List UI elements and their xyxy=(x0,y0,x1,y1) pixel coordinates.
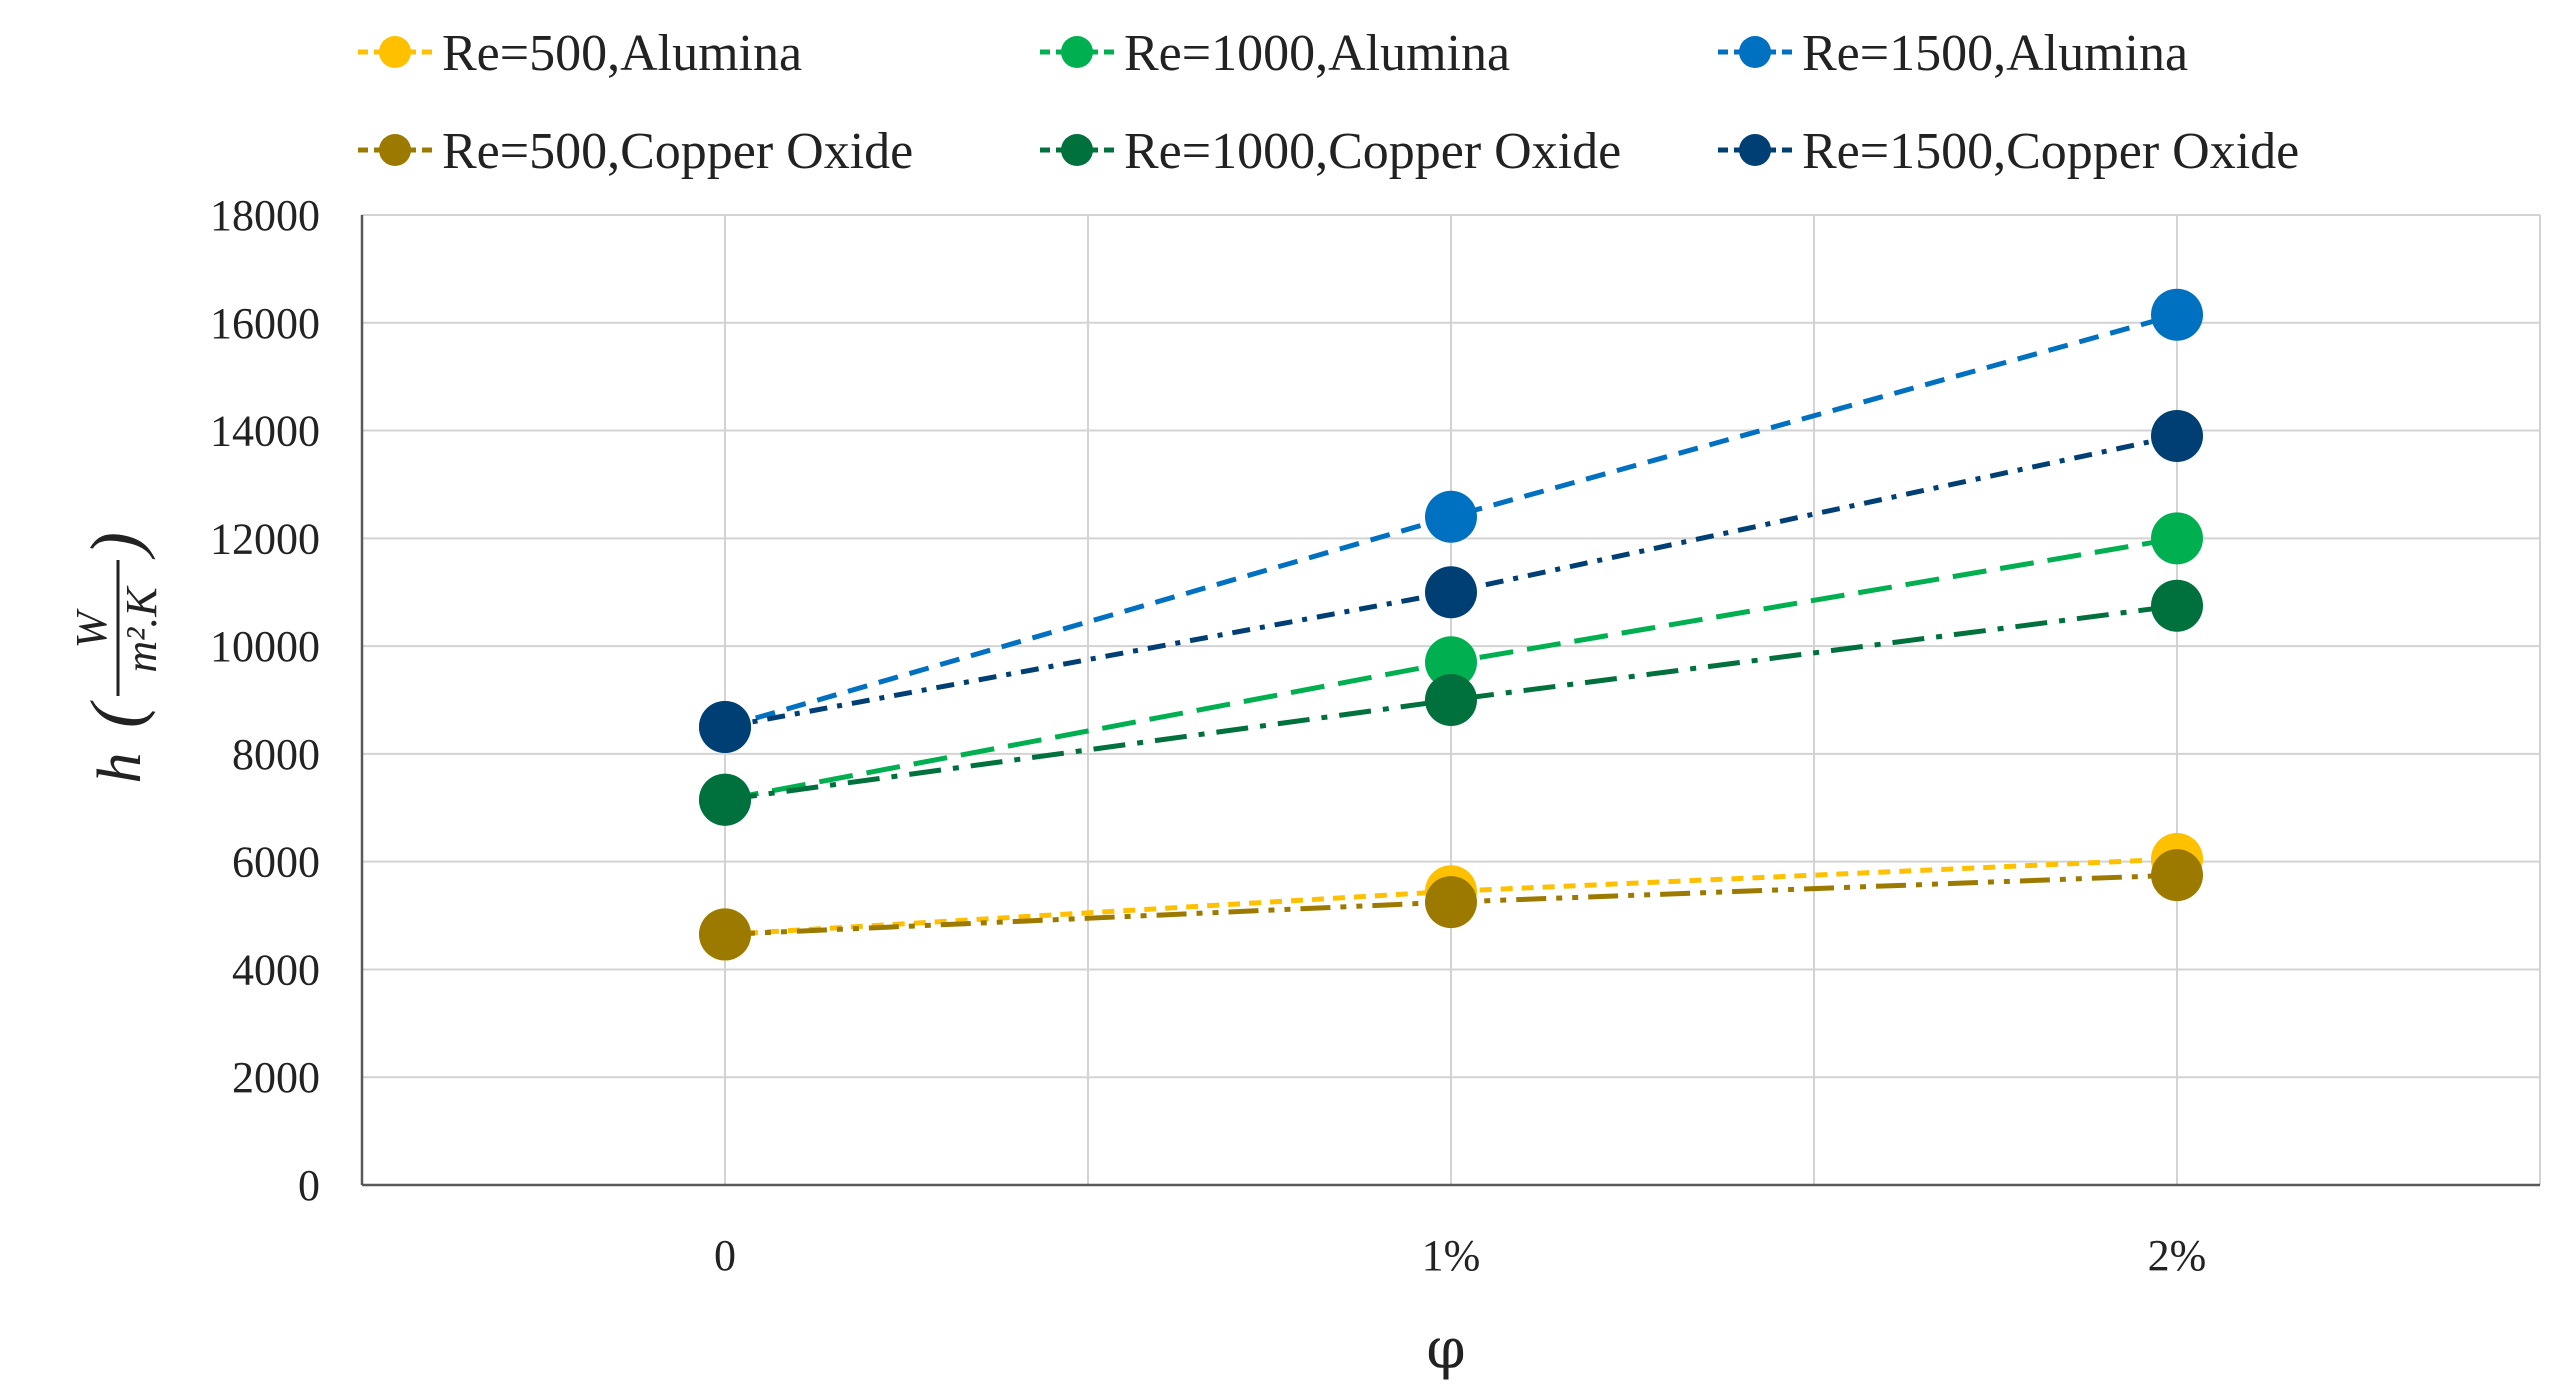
data-point xyxy=(699,773,751,826)
data-point xyxy=(2151,849,2203,902)
y-tick-label: 10000 xyxy=(210,622,320,671)
legend-marker xyxy=(379,36,411,68)
y-axis-label-open-paren: ( xyxy=(76,700,156,728)
x-tick-label: 1% xyxy=(1422,1231,1481,1280)
legend-marker xyxy=(1061,36,1093,68)
x-axis-label: φ xyxy=(1426,1317,1465,1382)
y-tick-label: 16000 xyxy=(210,299,320,348)
data-point xyxy=(2151,512,2203,565)
data-point xyxy=(1425,674,1477,726)
y-axis-label-denominator: m².K xyxy=(117,585,166,673)
legend: Re=500,Alumina Re=1000,Alumina Re=1500,Alu… xyxy=(358,25,2299,180)
y-tick-label: 18000 xyxy=(210,191,320,240)
y-axis-label-prefix: h xyxy=(86,753,154,784)
legend-label: Re=1000,Alumina xyxy=(1124,25,1510,82)
legend-marker xyxy=(379,134,411,166)
data-point xyxy=(1425,876,1477,929)
y-tick-label: 4000 xyxy=(232,945,320,994)
legend-label: Re=1500,Alumina xyxy=(1802,25,2188,82)
y-tick-label: 12000 xyxy=(210,514,320,563)
y-tick-label: 6000 xyxy=(232,838,320,887)
data-point xyxy=(2151,409,2203,462)
data-point xyxy=(1425,566,1477,619)
legend-marker xyxy=(1739,36,1771,68)
legend-marker xyxy=(1061,134,1093,166)
legend-label: Re=1500,Copper Oxide xyxy=(1802,123,2299,180)
x-tick-label: 2% xyxy=(2148,1231,2207,1280)
y-axis-label: h ( W m².K ) xyxy=(67,532,166,783)
legend-marker xyxy=(1739,134,1771,166)
data-point xyxy=(2151,579,2203,632)
x-tick-label: 0 xyxy=(714,1231,736,1280)
y-axis-label-numerator: W xyxy=(67,608,116,648)
data-point xyxy=(2151,288,2203,341)
data-point xyxy=(699,700,751,753)
series-line xyxy=(724,856,2178,937)
series-points xyxy=(699,288,2203,961)
y-tick-label: 0 xyxy=(298,1161,320,1210)
legend-label: Re=500,Copper Oxide xyxy=(442,123,913,180)
y-axis-label-close-paren: ) xyxy=(76,532,156,560)
tick-labels: 0 2000 4000 6000 8000 10000 12000 14000 16000 180… xyxy=(210,191,2206,1280)
data-point xyxy=(699,908,751,961)
y-tick-label: 8000 xyxy=(232,730,320,779)
data-point xyxy=(1425,636,1477,689)
legend-label: Re=1000,Copper Oxide xyxy=(1124,123,1621,180)
axes xyxy=(360,215,2540,1187)
y-tick-label: 2000 xyxy=(232,1053,320,1102)
data-point xyxy=(1425,490,1477,543)
legend-label: Re=500,Alumina xyxy=(442,25,802,82)
y-tick-label: 14000 xyxy=(210,407,320,456)
